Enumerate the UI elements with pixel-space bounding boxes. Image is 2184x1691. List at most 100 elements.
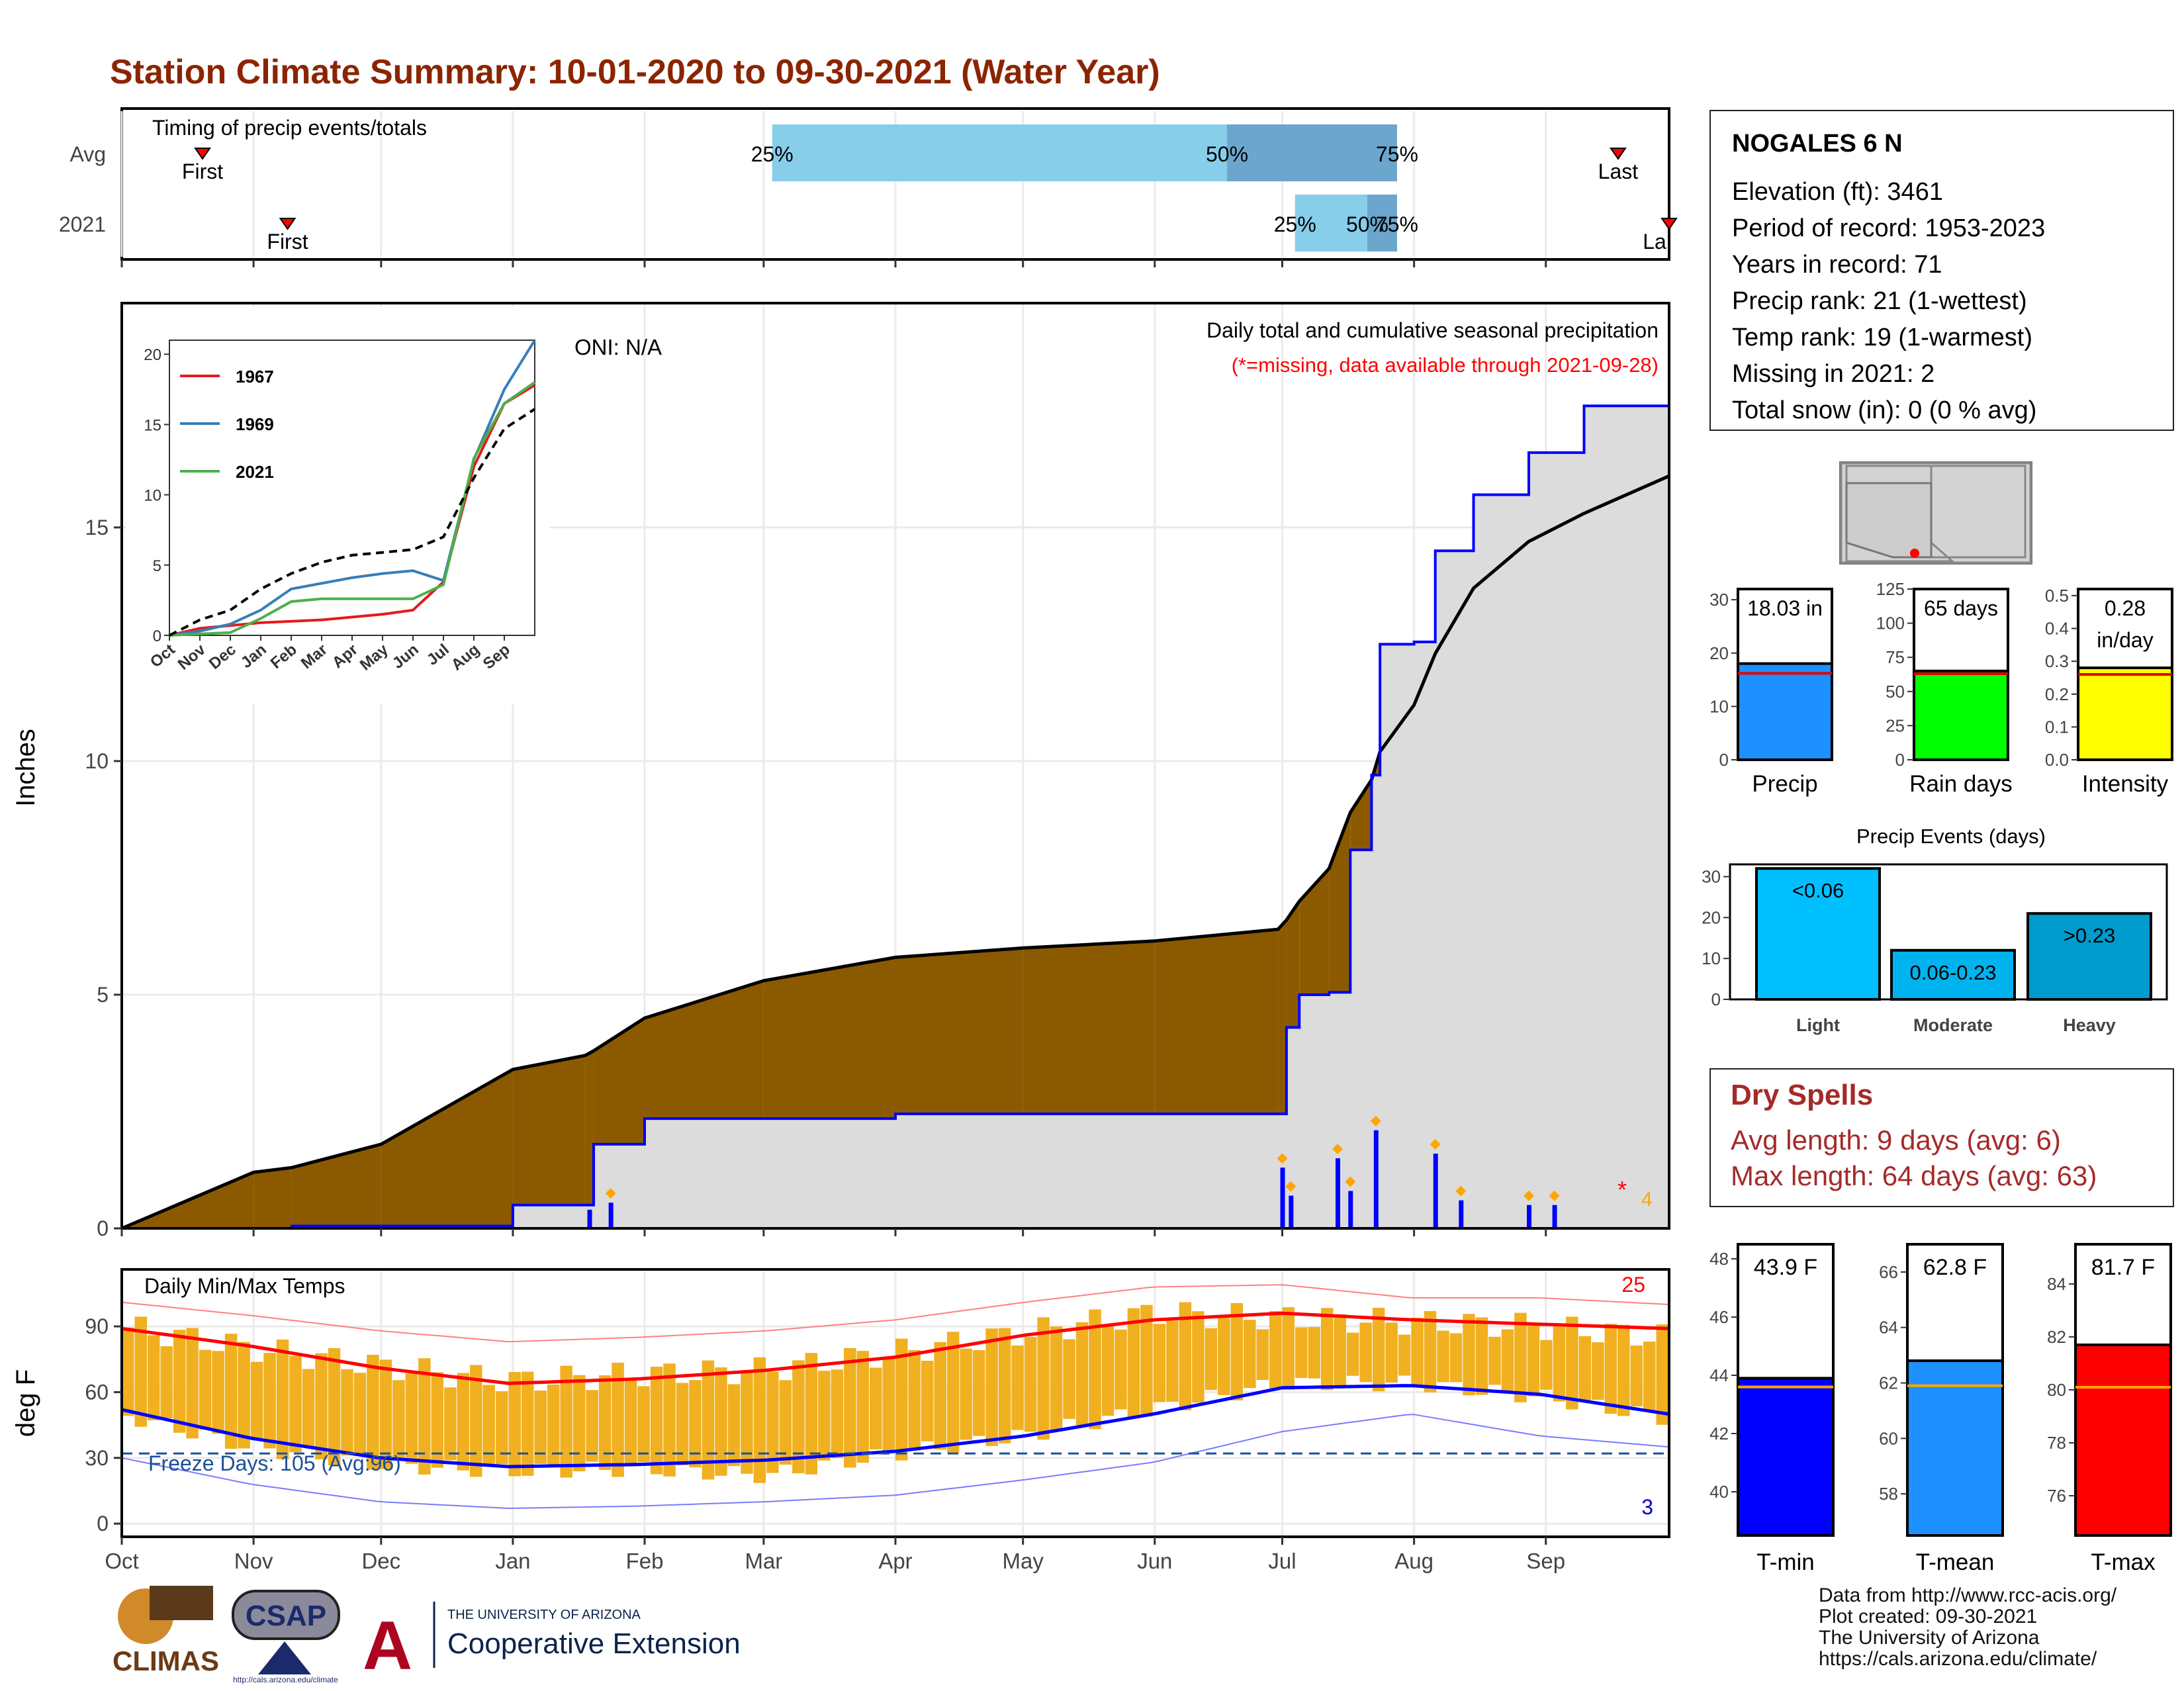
timing-pct-25: 25% (1274, 212, 1316, 236)
daily-temp-bar (1230, 1303, 1244, 1400)
station-location-dot (1910, 549, 1919, 558)
daily-precip-bar (1373, 1130, 1379, 1228)
daily-temp-bar (895, 1338, 908, 1461)
csap-url: http://cals.arizona.edu/climate (233, 1675, 338, 1684)
record-lows-count: 3 (1641, 1495, 1653, 1519)
freeze-days-label: Freeze Days: 105 (Avg:96) (148, 1451, 401, 1475)
daily-temp-bar (1089, 1309, 1101, 1430)
daily-precip-bar (1280, 1167, 1285, 1228)
daily-temp-bar (612, 1362, 624, 1477)
mini-bar-y-tick-label: 75 (1886, 647, 1905, 667)
daily-temp-bar (1282, 1307, 1295, 1390)
temp-bar-y-tick-label: 48 (1709, 1249, 1729, 1269)
inset-series-line-1967 (169, 384, 536, 637)
events-y-tick-label: 10 (1702, 948, 1721, 968)
daily-temp-bar (985, 1328, 998, 1446)
deficit-area (763, 957, 895, 1119)
precip-event-category: Heavy (2063, 1015, 2116, 1035)
temp-bar-y-tick-label: 84 (2047, 1274, 2066, 1294)
daily-temp-bar (1192, 1311, 1205, 1403)
daily-temp-bar (946, 1332, 960, 1453)
station-elevation: Elevation (ft): 3461 (1732, 178, 1943, 206)
precip-event-bar-label: 0.06-0.23 (1910, 961, 1997, 984)
mini-bar-y-tick-label: 0 (1719, 750, 1729, 770)
timing-pct-75: 75% (1376, 212, 1418, 236)
temp-label: Daily Min/Max Temps (144, 1274, 345, 1298)
temp-bar-label: T-min (1756, 1549, 1815, 1575)
daily-precip-bar (1336, 1158, 1340, 1228)
daily-temp-bar (650, 1366, 663, 1475)
first-event-label: First (267, 230, 308, 253)
events-y-tick-label: 0 (1711, 989, 1721, 1009)
record-max-line (121, 1284, 1670, 1343)
daily-temp-bar (431, 1372, 444, 1468)
daily-temp-bar (598, 1375, 612, 1470)
daily-temp-bar (1643, 1342, 1656, 1412)
daily-temp-bar (199, 1349, 212, 1430)
mini-bar-y-tick-label: 0.4 (2045, 619, 2069, 639)
inset-y-tick-label: 20 (144, 346, 161, 364)
mini-bar-y-tick-label: 50 (1886, 682, 1905, 702)
ua-small-text: THE UNIVERSITY OF ARIZONA (447, 1608, 641, 1622)
daily-temp-bar (1244, 1320, 1256, 1389)
temp-x-tick-label: May (1003, 1549, 1044, 1573)
events-y-tick-label: 30 (1702, 867, 1721, 887)
daily-temp-bar (482, 1385, 496, 1467)
daily-temp-bar (572, 1375, 586, 1472)
daily-temp-bar (624, 1379, 637, 1467)
temp-bar-y-tick-label: 42 (1709, 1424, 1729, 1443)
arizona-map (1839, 461, 2032, 565)
csap-cloud (232, 1590, 340, 1640)
temp-bar-y-tick-label: 66 (1879, 1262, 1898, 1282)
current-cumulative-line (122, 386, 1670, 1230)
footer-plot-created: Plot created: 09-30-2021 (1819, 1606, 2038, 1627)
temp-bar-y-tick-label: 44 (1709, 1365, 1729, 1385)
mini-bar-label: Precip (1752, 771, 1817, 797)
temp-bar-t-mean (1906, 1359, 2004, 1537)
timing-pct-75: 75% (1376, 142, 1418, 166)
inset-legend-2021: 2021 (236, 462, 274, 482)
deficit-area (1278, 920, 1287, 1115)
daily-temp-bar (1553, 1325, 1566, 1402)
temp-bar-label: T-max (2091, 1549, 2156, 1575)
temp-x-tick-label: Dec (361, 1549, 400, 1573)
temp-bar-y-tick-label: 40 (1709, 1482, 1729, 1502)
daily-temp-bar (122, 1327, 134, 1416)
record-highs-count: 25 (1621, 1273, 1645, 1297)
temp-x-tick-label: Oct (105, 1549, 138, 1573)
daily-temp-bar (405, 1373, 418, 1464)
temp-bar-y-tick-label: 60 (1879, 1428, 1898, 1448)
daily-temp-bar (1385, 1322, 1398, 1383)
daily-temp-bar (831, 1369, 844, 1458)
daily-temp-bar (1449, 1333, 1463, 1383)
csap-logo: CSAP http://cals.arizona.edu/climate (232, 1590, 340, 1684)
mini-bar-y-tick-label: 0.1 (2045, 717, 2069, 737)
daily-temp-bar (1411, 1317, 1424, 1387)
daily-temp-bar (1166, 1320, 1179, 1402)
daily-temp-bar (1578, 1336, 1592, 1401)
missing-marker: * (1617, 1176, 1627, 1203)
daily-precip-bar (1552, 1205, 1557, 1228)
daily-temp-bar (1540, 1340, 1553, 1390)
precip-y-ticks: 0 5 10 15 (85, 516, 1547, 1240)
temp-bar-value: 62.8 F (1923, 1255, 1987, 1280)
precip-event-category: Moderate (1913, 1015, 1993, 1035)
mini-bar-value: 65 days (1924, 596, 1998, 620)
dry-spells-box: Dry Spells Avg length: 9 days (avg: 6) M… (1709, 1068, 2174, 1207)
daily-temp-bar (302, 1369, 315, 1447)
daily-temp-bar (741, 1371, 753, 1474)
daily-temp-bar (1372, 1307, 1385, 1392)
temp-summary-bars: 43.9 F 40 42 44 46 48 T-min 62.8 F 58 60 62 64 66 T-m… (1709, 1243, 2172, 1575)
oni-label: ONI: N/A (574, 335, 662, 359)
temp-bar-y-tick-label: 76 (2047, 1486, 2066, 1506)
mini-bar-y-tick-label: 20 (1709, 643, 1729, 663)
timing-pct-50: 50% (1206, 142, 1248, 166)
footer-data-source: Data from http://www.rcc-acis.org/ (1819, 1584, 2117, 1606)
last-event-label: Last (1598, 160, 1639, 183)
station-missing: Missing in 2021: 2 (1732, 360, 1935, 388)
precip-event-bar-label: >0.23 (2064, 924, 2115, 947)
deficit-area (291, 1144, 381, 1226)
daily-temp-bar (1566, 1316, 1578, 1410)
daily-precip-bar (1348, 1191, 1353, 1228)
